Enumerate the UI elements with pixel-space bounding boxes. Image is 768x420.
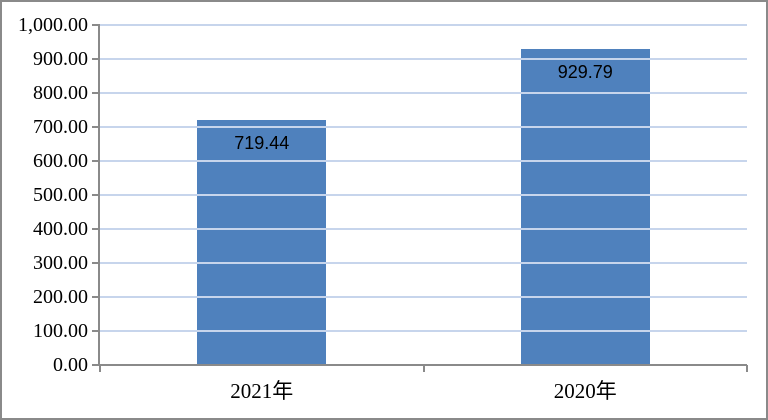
- bar: [520, 48, 650, 365]
- gridline: [100, 58, 747, 60]
- bar-data-label: 929.79: [557, 61, 613, 82]
- y-tick: [92, 58, 100, 60]
- y-tick-label: 600.00: [33, 150, 88, 172]
- y-tick-label: 400.00: [33, 218, 88, 240]
- y-tick: [92, 262, 100, 264]
- gridline: [100, 330, 747, 332]
- y-tick: [92, 160, 100, 162]
- gridline: [100, 194, 747, 196]
- y-tick: [92, 92, 100, 94]
- y-tick-label: 800.00: [33, 82, 88, 104]
- y-tick: [92, 228, 100, 230]
- y-tick: [92, 24, 100, 26]
- x-tick: [99, 365, 101, 372]
- y-tick-label: 300.00: [33, 252, 88, 274]
- gridline: [100, 262, 747, 264]
- y-tick: [92, 364, 100, 366]
- x-category-label: 2020年: [553, 379, 617, 403]
- bar-data-label: 719.44: [234, 133, 290, 154]
- gridline: [100, 228, 747, 230]
- y-tick-label: 0.00: [53, 354, 88, 376]
- gridline: [100, 92, 747, 94]
- y-tick-label: 200.00: [33, 286, 88, 308]
- y-tick-label: 700.00: [33, 116, 88, 138]
- y-tick: [92, 296, 100, 298]
- y-tick: [92, 330, 100, 332]
- x-tick: [746, 365, 748, 372]
- y-tick-label: 900.00: [33, 48, 88, 70]
- gridline: [100, 296, 747, 298]
- y-tick: [92, 126, 100, 128]
- y-tick: [92, 194, 100, 196]
- y-tick-label: 1,000.00: [18, 14, 88, 36]
- x-tick: [422, 365, 425, 372]
- y-tick-label: 100.00: [33, 320, 88, 342]
- gridline: [100, 126, 747, 128]
- y-tick-label: 500.00: [33, 184, 88, 206]
- x-category-label: 2021年: [230, 379, 294, 403]
- gridline: [100, 24, 747, 26]
- gridline: [100, 160, 747, 162]
- bar: [197, 120, 327, 365]
